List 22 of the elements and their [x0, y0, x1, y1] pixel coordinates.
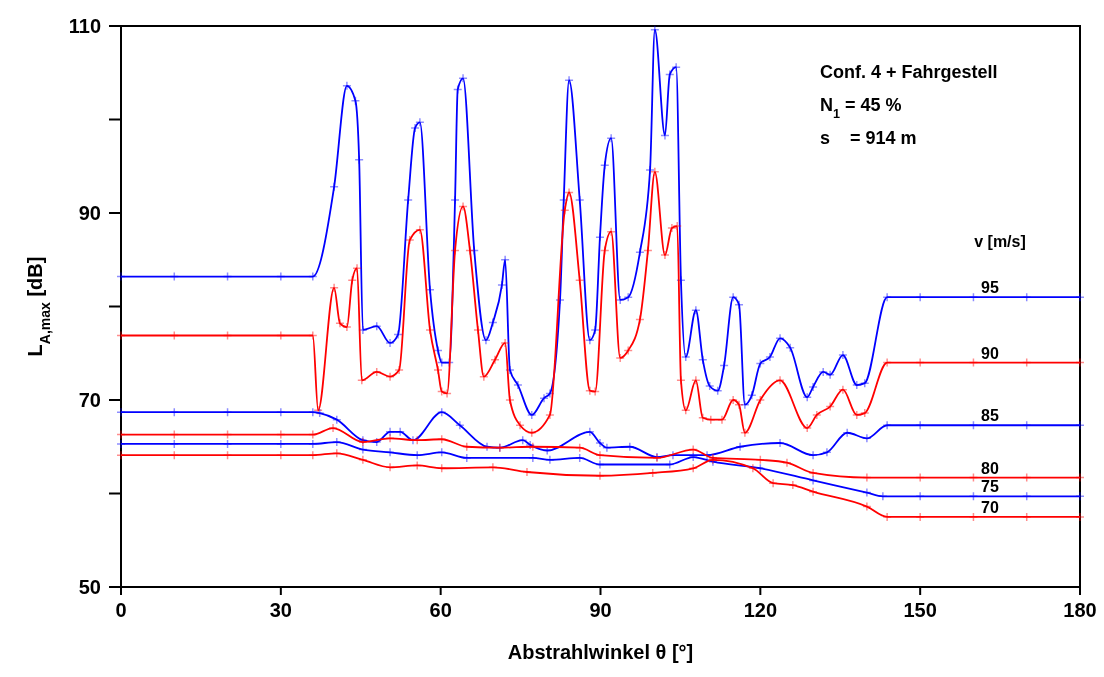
x-tick-label: 150 [903, 599, 937, 621]
x-axis-title: Abstrahlwinkel θ [°] [507, 641, 694, 663]
series-label: 70 [981, 498, 999, 516]
series-label: 90 [981, 344, 999, 362]
series-label: 85 [981, 407, 999, 425]
y-tick-label: 110 [68, 15, 101, 37]
annotation: Conf. 4 + Fahrgestell [820, 62, 998, 82]
x-tick-label: 120 [743, 599, 778, 621]
y-tick-label: 90 [78, 202, 101, 224]
series-label: 75 [981, 478, 999, 496]
x-tick-label: 60 [429, 599, 452, 621]
x-tick-label: 30 [269, 599, 292, 621]
y-tick-label: 70 [78, 389, 101, 411]
x-tick-label: 180 [1063, 599, 1097, 621]
y-tick-label: 50 [78, 576, 101, 598]
series-label: 95 [981, 279, 999, 297]
annotation: s = 914 m [820, 128, 917, 148]
x-tick-label: 90 [589, 599, 612, 621]
series-label: 80 [981, 459, 999, 477]
x-tick-label: 0 [115, 599, 127, 621]
legend-title: v [m/s] [974, 233, 1026, 251]
annotation: N$_{1}$ = 45 % [820, 95, 902, 121]
